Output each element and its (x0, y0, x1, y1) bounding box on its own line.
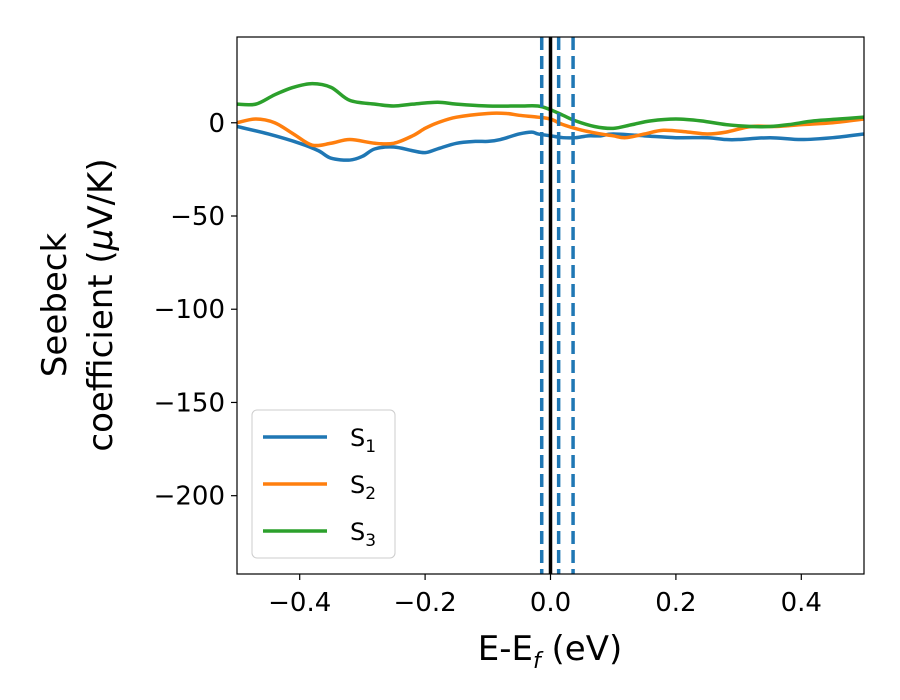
legend-label-s2: S2 (350, 471, 376, 504)
y-tick-label: −150 (154, 388, 225, 418)
x-axis-title-subscript: f (533, 649, 544, 674)
x-axis-title: E-Ef (eV) (478, 629, 623, 674)
x-tick-label: −0.4 (268, 588, 331, 618)
y-tick-label: 0 (208, 109, 225, 139)
y-axis-title-line1: Seebeck (35, 233, 75, 378)
x-tick-label: 0.0 (530, 588, 571, 618)
legend-entries: S1 S2 S3 (263, 424, 376, 551)
x-axis-title-main: E-E (478, 629, 533, 669)
series-line-s1 (237, 124, 864, 162)
vline-layer (539, 37, 575, 574)
y-tick-label: −200 (154, 482, 225, 512)
y-axis-title-line2: coefficient (μV/K) (81, 158, 121, 451)
y-axis-title-prefix: coefficient ( (81, 250, 121, 451)
legend: S1 S2 S3 (251, 409, 396, 559)
x-tick-label: 0.4 (781, 588, 822, 618)
x-tick-label: −0.2 (394, 588, 457, 618)
series-line-s2 (237, 111, 864, 148)
x-tick-label: 0.2 (655, 588, 696, 618)
y-tick-label: −50 (170, 202, 225, 232)
x-axis-ticks: −0.4 −0.2 0.0 0.2 0.4 (268, 574, 822, 618)
y-axis-title: Seebeck coefficient (μV/K) (35, 158, 121, 451)
y-axis-ticks: 0 −50 −100 −150 −200 (154, 109, 237, 512)
y-axis-title-mu: μ (81, 229, 121, 252)
legend-label-s3: S3 (350, 518, 376, 551)
y-axis-title-unit: V/K) (81, 158, 121, 228)
y-tick-label: −100 (154, 295, 225, 325)
x-axis-title-unit: (eV) (541, 629, 623, 669)
legend-label-s1: S1 (350, 424, 376, 457)
